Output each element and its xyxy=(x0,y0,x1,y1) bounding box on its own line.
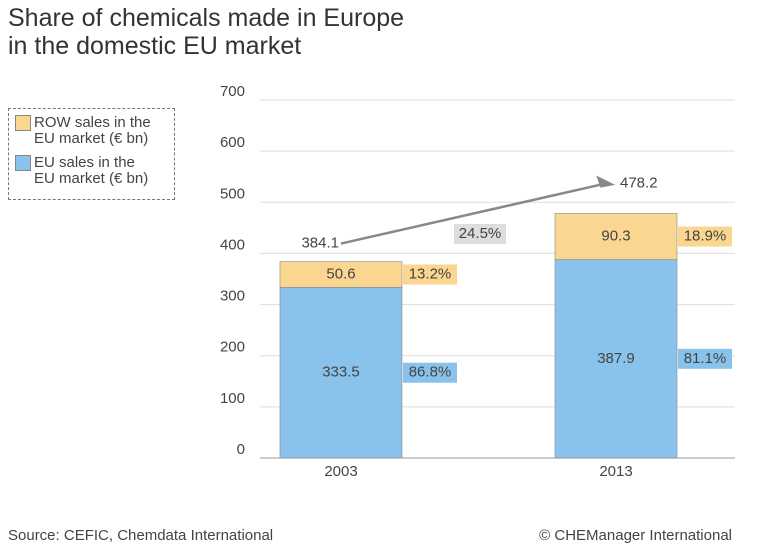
bar-segment xyxy=(554,259,678,459)
chart-title: Share of chemicals made in Europe xyxy=(8,4,405,32)
growth-label-bg xyxy=(454,224,506,244)
value-label: 50.6 xyxy=(326,265,355,282)
y-tick-label: 600 xyxy=(220,134,245,151)
y-tick-label: 500 xyxy=(220,185,245,202)
share-label: 18.9% xyxy=(684,227,727,244)
share-label-bg xyxy=(678,348,732,369)
share-label-bg xyxy=(678,226,732,247)
chart-subtitle: in the domestic EU market xyxy=(8,32,302,60)
y-tick-label: 100 xyxy=(220,390,245,407)
legend-label: ROW sales in the EU market (€ bn) xyxy=(34,114,151,147)
y-tick-label: 700 xyxy=(220,83,245,100)
bar-segment xyxy=(554,213,678,260)
legend: ROW sales in the EU market (€ bn) EU sale… xyxy=(8,108,175,200)
share-label: 13.2% xyxy=(409,265,452,282)
legend-swatch xyxy=(15,115,31,131)
share-label: 86.8% xyxy=(409,364,452,381)
y-tick-label: 200 xyxy=(220,339,245,356)
y-tick-label: 0 xyxy=(237,441,245,458)
value-label: 387.9 xyxy=(597,350,635,367)
bar-segment xyxy=(279,287,403,459)
share-label: 81.1% xyxy=(684,350,727,367)
value-label: 333.5 xyxy=(322,364,360,381)
share-label-bg xyxy=(403,362,457,383)
growth-arrow-head xyxy=(596,175,616,188)
total-label: 478.2 xyxy=(620,174,658,191)
source: Source: CEFIC, Chemdata International xyxy=(8,527,274,544)
legend-item: EU sales in the EU market (€ bn) xyxy=(15,155,168,187)
y-tick-label: 400 xyxy=(220,236,245,253)
credit: © CHEManager International xyxy=(539,527,732,544)
bar-segment xyxy=(279,261,403,288)
growth-arrow xyxy=(340,182,607,245)
x-tick-label: 2003 xyxy=(324,463,357,480)
legend-item: ROW sales in the EU market (€ bn) xyxy=(15,115,168,147)
x-tick-label: 2013 xyxy=(599,463,632,480)
total-label: 384.1 xyxy=(301,235,339,252)
legend-swatch xyxy=(15,155,31,171)
y-tick-label: 300 xyxy=(220,288,245,305)
growth-label: 24.5% xyxy=(459,225,502,242)
legend-label: EU sales in the EU market (€ bn) xyxy=(34,154,149,187)
share-label-bg xyxy=(403,264,457,285)
value-label: 90.3 xyxy=(601,227,630,244)
